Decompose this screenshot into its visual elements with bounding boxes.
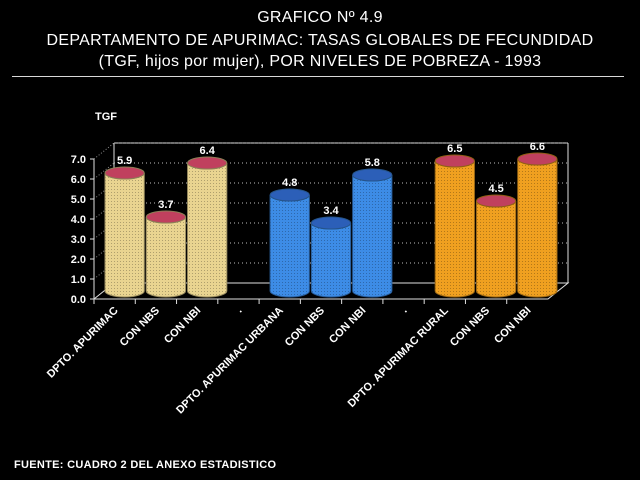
bar-top-cap: [145, 210, 187, 224]
bar: [434, 160, 475, 298]
bar-top-cap: [475, 194, 517, 208]
data-label: 3.4: [323, 205, 339, 217]
bar-top-cap: [104, 166, 145, 180]
data-label: 4.8: [282, 177, 297, 189]
y-tick-label: 0.0: [71, 294, 86, 306]
bar: [517, 158, 558, 298]
bar: [310, 222, 352, 298]
bar: [352, 174, 393, 298]
x-category-label: .: [399, 305, 410, 316]
x-category-label: DPTO. APURIMAC: [45, 305, 121, 381]
y-tick-label: 6.0: [71, 174, 86, 186]
y-axis-label: TGF: [95, 111, 117, 123]
data-label: 5.8: [365, 157, 380, 169]
bar-top-cap: [310, 216, 352, 230]
chart-title: GRAFICO Nº 4.9: [257, 9, 383, 26]
source-note: FUENTE: CUADRO 2 DEL ANEXO ESTADISTICO: [14, 459, 277, 471]
bar: [145, 216, 187, 298]
y-tick-label: 1.0: [71, 274, 86, 286]
bar-top-cap: [187, 156, 228, 170]
y-tick-label: 4.0: [71, 214, 86, 226]
bar: [104, 172, 145, 298]
data-label: 6.6: [530, 141, 545, 153]
grid-line-side: [93, 142, 115, 160]
x-category-label: CON NBS: [118, 305, 162, 349]
bar: [475, 200, 517, 298]
x-category-label: .: [234, 305, 245, 316]
x-category-label: CON NBI: [327, 305, 368, 346]
bar: [269, 194, 310, 298]
y-tick-label: 3.0: [71, 234, 86, 246]
bar-top-cap: [269, 188, 310, 202]
y-tick-label: 5.0: [71, 194, 86, 206]
chart-subtitle: DEPARTAMENTO DE APURIMAC: TASAS GLOBALES…: [46, 32, 594, 49]
grid-line-side: [93, 162, 115, 180]
x-category-label: CON NBI: [492, 305, 533, 346]
y-tick-label: 2.0: [71, 254, 86, 266]
bar-top-cap: [352, 168, 393, 182]
data-label: 4.5: [488, 183, 503, 195]
bar-top-cap: [517, 152, 558, 166]
chart-subtitle-units: (TGF, hijos por mujer), POR NIVELES DE P…: [98, 53, 542, 70]
bar-top-cap: [434, 154, 475, 168]
y-tick-label: 7.0: [71, 154, 86, 166]
x-category-label: CON NBS: [448, 305, 492, 349]
x-category-label: CON NBS: [283, 305, 327, 349]
data-label: 3.7: [158, 199, 173, 211]
data-label: 5.9: [117, 155, 132, 167]
data-label: 6.5: [447, 143, 462, 155]
bar: [187, 162, 228, 298]
title-divider: [12, 76, 624, 77]
x-category-label: DPTO. APURIMAC RURAL: [346, 304, 451, 409]
x-category-label: CON NBI: [162, 305, 203, 346]
data-label: 6.4: [200, 145, 216, 157]
